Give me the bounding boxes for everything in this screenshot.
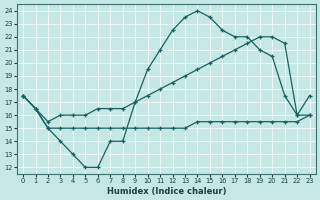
X-axis label: Humidex (Indice chaleur): Humidex (Indice chaleur) [107, 187, 226, 196]
